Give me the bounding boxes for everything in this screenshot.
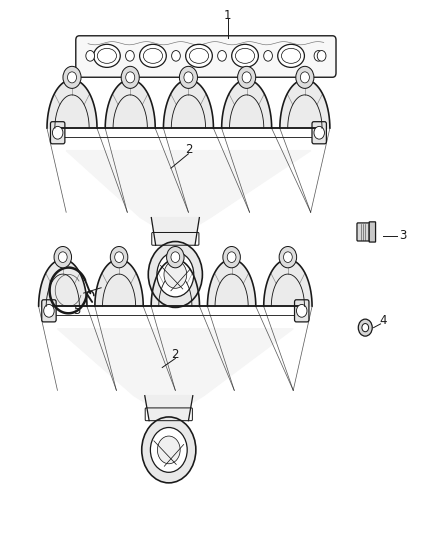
Polygon shape [222,79,272,128]
Circle shape [264,51,272,61]
FancyBboxPatch shape [42,300,56,322]
Circle shape [317,51,326,61]
Polygon shape [66,151,311,228]
Circle shape [126,72,135,83]
Circle shape [142,417,196,483]
Circle shape [300,72,309,83]
Circle shape [54,246,71,268]
Polygon shape [151,217,199,245]
Circle shape [314,51,323,61]
Circle shape [44,304,54,317]
Circle shape [362,324,369,332]
Circle shape [58,252,67,262]
Circle shape [126,51,134,61]
Circle shape [172,51,180,61]
Circle shape [157,252,194,297]
Polygon shape [39,260,87,306]
Text: 1: 1 [224,9,231,21]
FancyBboxPatch shape [369,222,375,242]
Ellipse shape [235,49,254,63]
FancyBboxPatch shape [50,122,65,144]
Circle shape [314,126,325,139]
Ellipse shape [282,49,301,63]
Polygon shape [95,260,143,306]
Circle shape [166,246,184,268]
Circle shape [171,252,180,262]
Circle shape [242,72,251,83]
Circle shape [148,241,202,308]
Circle shape [358,319,372,336]
Polygon shape [208,260,256,306]
Circle shape [63,66,81,88]
Ellipse shape [94,44,120,67]
FancyBboxPatch shape [294,300,309,322]
Polygon shape [151,260,200,306]
FancyBboxPatch shape [312,122,326,144]
Ellipse shape [278,44,304,67]
Ellipse shape [189,49,208,63]
Ellipse shape [143,49,162,63]
Polygon shape [280,79,330,128]
Ellipse shape [140,44,166,67]
Circle shape [67,72,77,83]
Circle shape [180,66,198,88]
Text: 5: 5 [74,304,81,317]
Circle shape [110,246,128,268]
Circle shape [86,51,95,61]
Circle shape [115,252,124,262]
Circle shape [227,252,236,262]
Circle shape [279,246,297,268]
Ellipse shape [232,44,258,67]
Circle shape [184,72,193,83]
Polygon shape [264,260,312,306]
Circle shape [121,66,139,88]
Circle shape [283,252,292,262]
Text: 2: 2 [185,143,192,156]
Circle shape [157,436,180,464]
Circle shape [218,51,226,61]
FancyBboxPatch shape [76,36,336,77]
Polygon shape [47,79,97,128]
Circle shape [164,261,187,288]
Polygon shape [105,79,155,128]
Circle shape [223,246,240,268]
Polygon shape [163,79,213,128]
FancyBboxPatch shape [357,223,371,241]
Ellipse shape [97,49,117,63]
Polygon shape [57,329,293,406]
Circle shape [237,66,256,88]
Circle shape [297,304,307,317]
Circle shape [53,126,63,139]
Circle shape [150,427,187,472]
Text: 4: 4 [379,314,386,327]
Text: 3: 3 [399,229,406,242]
Polygon shape [145,395,193,421]
Circle shape [296,66,314,88]
Text: 2: 2 [172,348,179,361]
Ellipse shape [186,44,212,67]
